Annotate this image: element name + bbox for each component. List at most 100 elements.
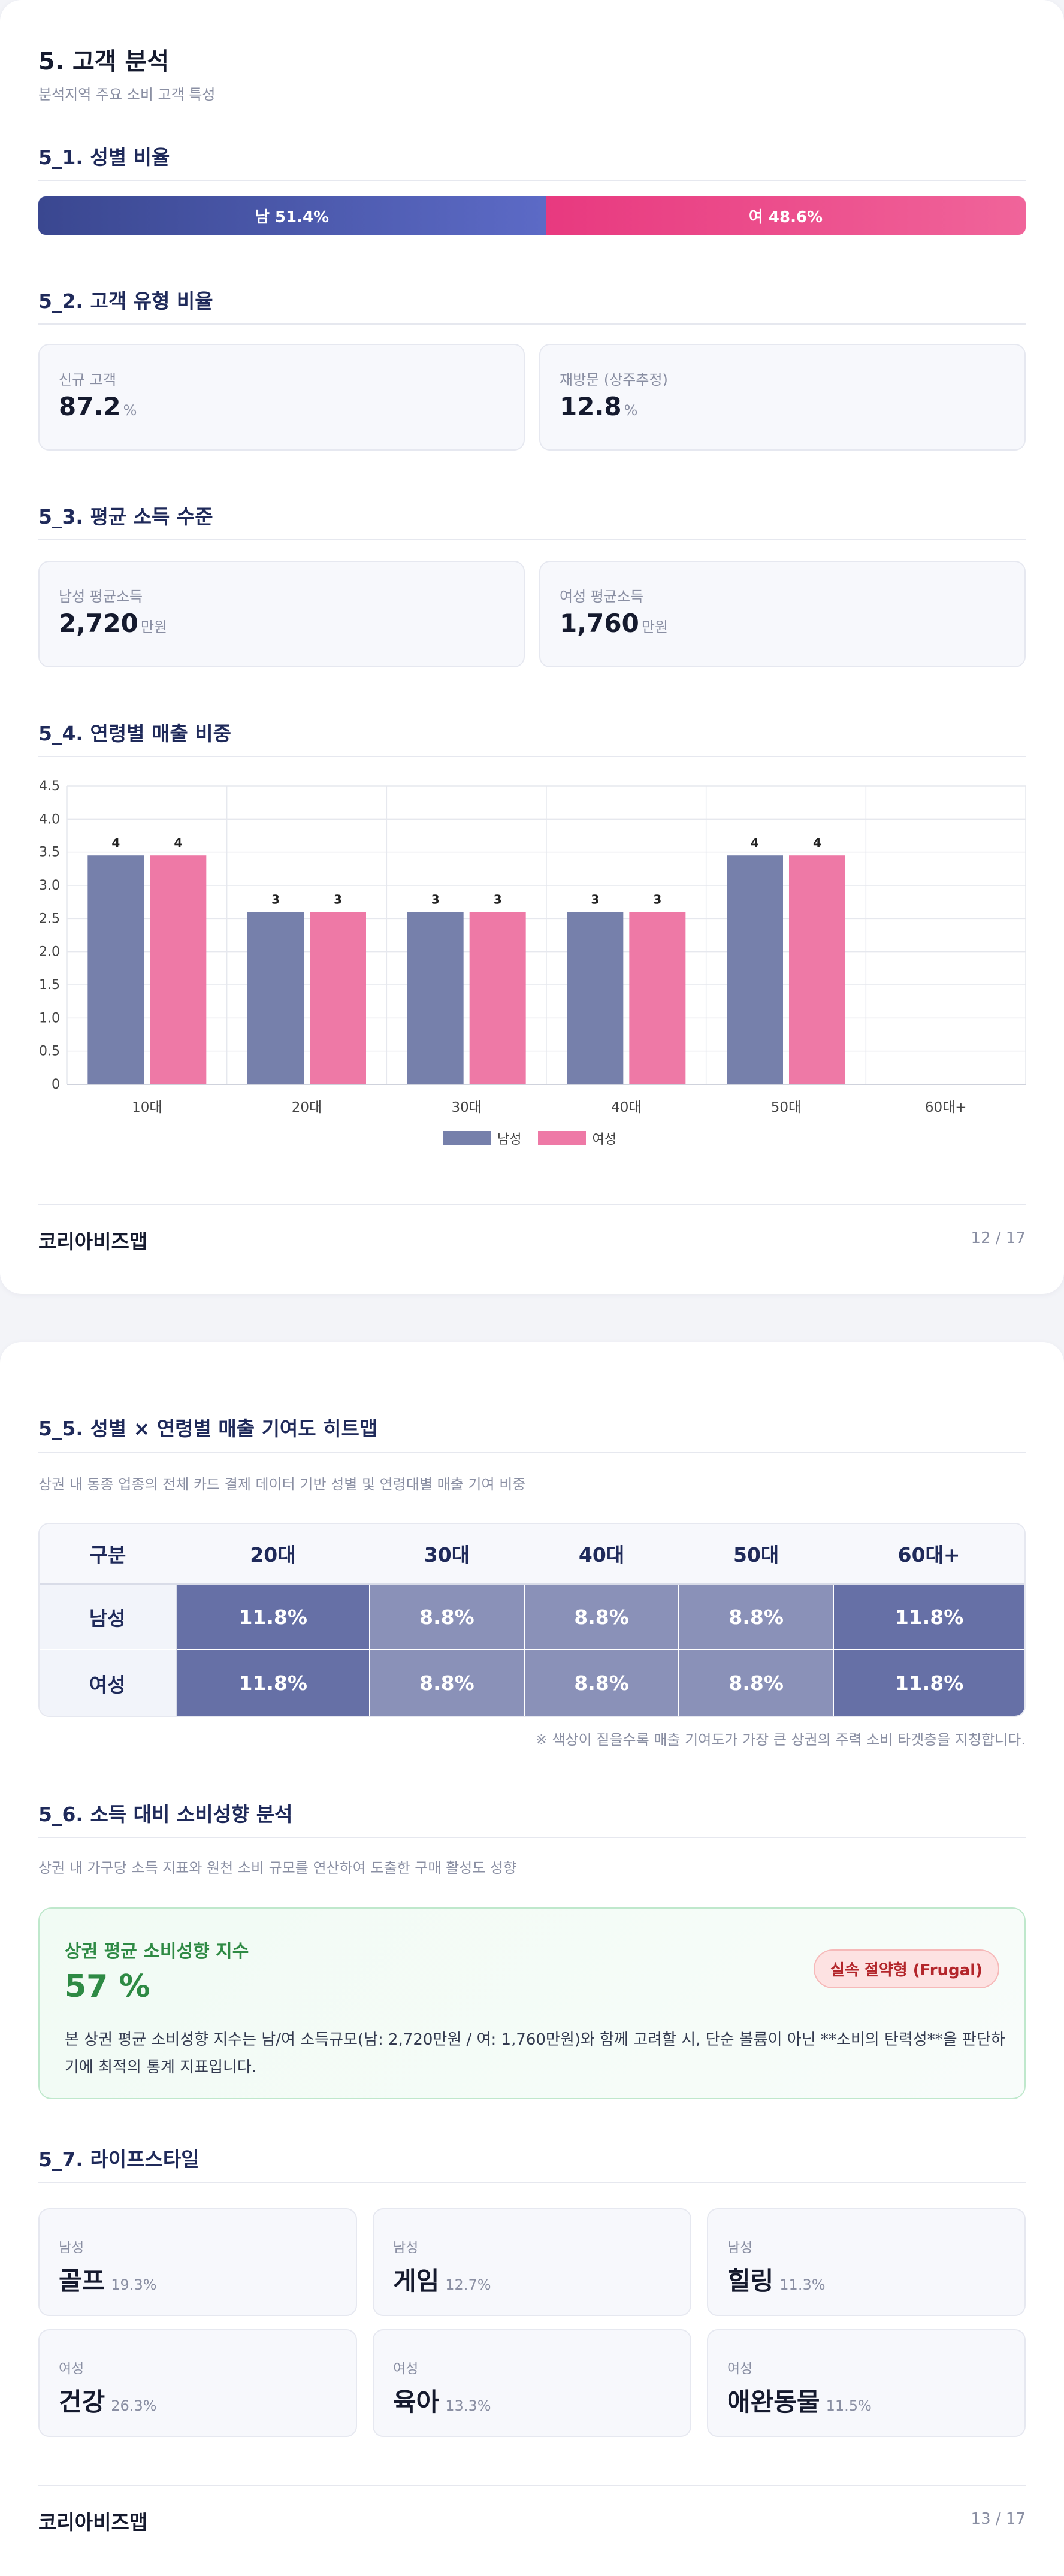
heatmap-description: 상권 내 동종 업종의 전체 카드 결제 데이터 기반 성별 및 연령대별 매출…	[38, 1476, 526, 1493]
section-divider	[38, 756, 1026, 757]
chart-legend: 남성 여성	[443, 1129, 616, 1148]
heatmap-cell: 8.8%	[678, 1649, 834, 1716]
heatmap-row-header: 남성	[40, 1584, 177, 1650]
heatmap-cell: 11.8%	[833, 1649, 1024, 1716]
spending-index-value: 57 %	[65, 1969, 150, 2004]
section-divider	[38, 180, 1026, 181]
heatmap-cell: 8.8%	[523, 1649, 679, 1716]
x-tick-label: 40대	[611, 1100, 641, 1115]
card-value: 87.2%	[59, 392, 137, 421]
lifestyle-name: 건강 26.3%	[59, 2387, 157, 2417]
lifestyle-card: 여성 육아 13.3%	[373, 2329, 691, 2437]
heatmap-col-header: 50대	[679, 1524, 834, 1585]
footer-divider	[38, 2485, 1026, 2486]
bar-male	[727, 855, 783, 1084]
lifestyle-gender: 남성	[393, 2240, 419, 2255]
bar-data-label: 4	[111, 836, 120, 850]
page-number: 12 / 17	[971, 1229, 1026, 1247]
lifestyle-gender: 여성	[59, 2361, 84, 2377]
heatmap-cell: 11.8%	[176, 1584, 370, 1650]
card-label: 신규 고객	[59, 371, 116, 388]
bar-male	[407, 912, 464, 1084]
report-page-13: 5_5. 성별 × 연령별 매출 기여도 히트맵 상권 내 동종 업종의 전체 …	[0, 1342, 1064, 2576]
heatmap-row-male: 남성 11.8% 8.8% 8.8% 8.8% 11.8%	[40, 1584, 1024, 1650]
heatmap-row-female: 여성 11.8% 8.8% 8.8% 8.8% 11.8%	[40, 1649, 1024, 1716]
bar-female	[469, 912, 526, 1084]
bar-data-label: 3	[494, 892, 502, 906]
lifestyle-gender: 여성	[727, 2361, 753, 2377]
heatmap-note: ※ 색상이 짙을수록 매출 기여도가 가장 큰 상권의 주력 소비 타겟층을 지…	[535, 1731, 1026, 1748]
lifestyle-gender: 남성	[727, 2240, 753, 2255]
heatmap-cell: 11.8%	[176, 1649, 370, 1716]
section-divider	[38, 2182, 1026, 2183]
lifestyle-name: 애완동물 11.5%	[727, 2387, 872, 2417]
bar-female	[789, 855, 845, 1084]
heatmap-cell: 8.8%	[368, 1649, 524, 1716]
section-divider	[38, 1452, 1026, 1453]
spending-index-box: 상권 평균 소비성향 지수 57 % 실속 절약형 (Frugal) 본 상권 …	[38, 1907, 1026, 2099]
bar-data-label: 3	[334, 892, 342, 906]
spending-index-title: 상권 평균 소비성향 지수	[65, 1941, 249, 1962]
gender-ratio-bar: 남 51.4% 여 48.6%	[38, 196, 1026, 235]
bar-data-label: 3	[653, 892, 661, 906]
lifestyle-card: 여성 애완동물 11.5%	[707, 2329, 1026, 2437]
x-tick-label: 20대	[292, 1100, 322, 1115]
lifestyle-gender: 여성	[393, 2361, 419, 2377]
spending-heading: 5_6. 소득 대비 소비성향 분석	[38, 1803, 293, 1826]
female-ratio-segment: 여 48.6%	[546, 196, 1026, 235]
bar-female	[629, 912, 686, 1084]
lifestyle-card: 남성 게임 12.7%	[373, 2208, 691, 2316]
lifestyle-name: 육아 13.3%	[393, 2387, 491, 2417]
lifestyle-card: 남성 힐링 11.3%	[707, 2208, 1026, 2316]
bar-data-label: 3	[431, 892, 440, 906]
legend-swatch-male	[443, 1131, 491, 1145]
spending-description: 상권 내 가구당 소득 지표와 원천 소비 규모를 연산하여 도출한 구매 활성…	[38, 1860, 517, 1876]
page-subtitle: 분석지역 주요 소비 고객 특성	[38, 86, 216, 103]
x-tick-label: 50대	[771, 1100, 801, 1115]
lifestyle-name: 골프 19.3%	[59, 2266, 157, 2296]
male-income-card: 남성 평균소득 2,720 만원	[38, 561, 525, 667]
bar-female	[150, 855, 207, 1084]
male-ratio-segment: 남 51.4%	[38, 196, 546, 235]
bar-data-label: 4	[174, 836, 182, 850]
heatmap-row-header: 여성	[40, 1649, 177, 1716]
y-tick-label: 4.5	[39, 779, 60, 794]
lifestyle-card: 여성 건강 26.3%	[38, 2329, 357, 2437]
customer-type-heading: 5_2. 고객 유형 비율	[38, 289, 213, 313]
card-value: 2,720 만원	[59, 609, 168, 638]
bar-male	[247, 912, 304, 1084]
bar-male	[87, 855, 144, 1084]
y-tick-label: 0	[52, 1077, 60, 1092]
page-title: 5. 고객 분석	[38, 48, 170, 75]
card-label: 재방문 (상주추정)	[560, 371, 668, 388]
bar-data-label: 4	[751, 836, 759, 850]
new-customer-card: 신규 고객 87.2%	[38, 344, 525, 451]
section-divider	[38, 323, 1026, 325]
card-label: 남성 평균소득	[59, 588, 143, 605]
heatmap-col-header: 60대+	[833, 1524, 1024, 1585]
y-tick-label: 2.5	[39, 911, 60, 926]
footer-divider	[38, 1204, 1026, 1205]
heatmap-corner-header: 구분	[40, 1524, 176, 1585]
y-tick-label: 3.5	[39, 845, 60, 860]
lifestyle-name: 게임 12.7%	[393, 2266, 491, 2296]
y-tick-label: 3.0	[39, 878, 60, 893]
y-tick-label: 2.0	[39, 945, 60, 960]
section-divider	[38, 539, 1026, 540]
bar-male	[567, 912, 624, 1084]
footer-brand: 코리아비즈맵	[38, 2511, 148, 2534]
x-tick-label: 10대	[132, 1100, 162, 1115]
card-value: 12.8%	[560, 392, 638, 421]
heatmap-heading: 5_5. 성별 × 연령별 매출 기여도 히트맵	[38, 1417, 378, 1440]
page-number: 13 / 17	[971, 2510, 1026, 2528]
card-value: 1,760 만원	[560, 609, 669, 638]
gender-age-heatmap: 구분 20대 30대 40대 50대 60대+ 남성 11.8% 8.8% 8.…	[38, 1523, 1026, 1717]
legend-label-male: 남성	[497, 1132, 522, 1147]
section-divider	[38, 1837, 1026, 1838]
heatmap-col-header: 30대	[369, 1524, 524, 1585]
lifestyle-gender: 남성	[59, 2240, 84, 2255]
heatmap-cell: 8.8%	[368, 1584, 524, 1650]
bar-female	[310, 912, 366, 1084]
lifestyle-card: 남성 골프 19.3%	[38, 2208, 357, 2316]
heatmap-cell: 11.8%	[833, 1584, 1024, 1650]
